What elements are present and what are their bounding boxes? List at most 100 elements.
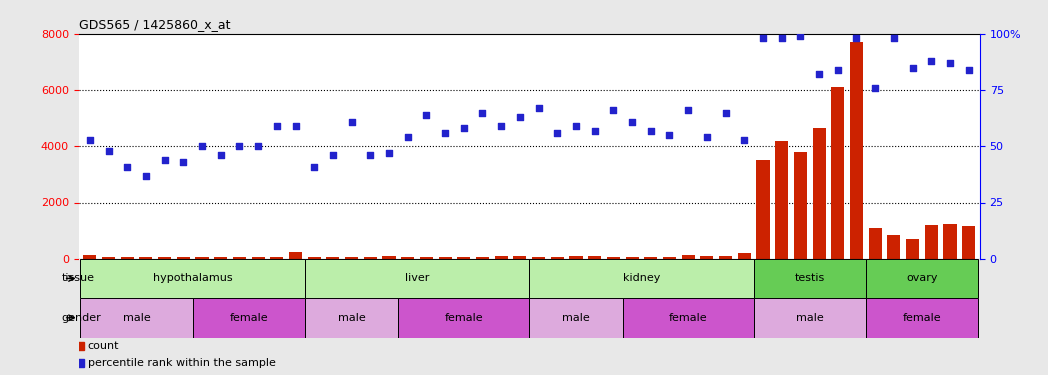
Bar xyxy=(869,228,881,259)
Bar xyxy=(754,259,866,298)
Point xyxy=(175,159,192,165)
Point xyxy=(101,148,117,154)
Point xyxy=(362,152,378,158)
Point xyxy=(642,128,659,134)
Point xyxy=(755,35,771,41)
Text: tissue: tissue xyxy=(62,273,94,284)
Bar xyxy=(907,239,919,259)
Text: count: count xyxy=(88,341,119,351)
Bar xyxy=(866,298,978,338)
Bar xyxy=(305,298,398,338)
Point xyxy=(399,134,416,140)
Point xyxy=(306,164,323,170)
Point xyxy=(680,107,697,113)
Text: ovary: ovary xyxy=(907,273,938,284)
Bar xyxy=(401,257,414,259)
Bar xyxy=(738,253,750,259)
Bar xyxy=(888,235,900,259)
Bar xyxy=(514,256,526,259)
Point xyxy=(605,107,621,113)
Bar xyxy=(663,256,676,259)
Bar xyxy=(383,256,395,259)
Point xyxy=(829,67,846,73)
Bar xyxy=(588,256,602,259)
Text: male: male xyxy=(123,313,151,323)
Point xyxy=(811,71,828,77)
Bar xyxy=(476,256,489,259)
Point xyxy=(736,136,752,142)
Point xyxy=(343,118,359,124)
Point xyxy=(156,157,173,163)
Point xyxy=(287,123,304,129)
Point xyxy=(549,130,566,136)
Point xyxy=(325,152,342,158)
Text: hypothalamus: hypothalamus xyxy=(153,273,233,284)
Point xyxy=(82,136,99,142)
Point xyxy=(867,85,883,91)
Bar xyxy=(626,257,638,259)
Point xyxy=(493,123,509,129)
Bar xyxy=(420,257,433,259)
Bar xyxy=(831,87,845,259)
Point xyxy=(437,130,454,136)
Text: percentile rank within the sample: percentile rank within the sample xyxy=(88,358,276,368)
Bar xyxy=(139,257,152,259)
Point xyxy=(624,118,640,124)
Point xyxy=(137,172,154,178)
Bar xyxy=(305,259,529,298)
Bar xyxy=(270,257,283,259)
Bar xyxy=(776,141,788,259)
Text: female: female xyxy=(230,313,268,323)
Text: GDS565 / 1425860_x_at: GDS565 / 1425860_x_at xyxy=(79,18,231,31)
Bar xyxy=(607,256,620,259)
Bar xyxy=(623,298,754,338)
Point xyxy=(474,110,490,116)
Point xyxy=(960,67,977,73)
Point xyxy=(511,114,528,120)
Point xyxy=(904,64,921,70)
Bar xyxy=(457,257,471,259)
Bar xyxy=(102,256,115,259)
Point xyxy=(586,128,603,134)
Bar xyxy=(645,256,657,259)
Bar xyxy=(81,259,305,298)
Bar xyxy=(551,256,564,259)
Bar xyxy=(83,255,96,259)
Text: female: female xyxy=(444,313,483,323)
Point xyxy=(530,105,547,111)
Point xyxy=(773,35,790,41)
Point xyxy=(380,150,397,156)
Point xyxy=(118,164,135,170)
Bar xyxy=(754,298,866,338)
Text: male: male xyxy=(337,313,366,323)
Bar xyxy=(529,298,623,338)
Bar xyxy=(158,257,171,259)
Text: female: female xyxy=(669,313,707,323)
Point xyxy=(661,132,678,138)
Bar xyxy=(793,152,807,259)
Point xyxy=(923,58,940,64)
Text: male: male xyxy=(562,313,590,323)
Point xyxy=(418,112,435,118)
Bar xyxy=(233,257,246,259)
Text: gender: gender xyxy=(62,313,102,323)
Bar xyxy=(326,257,340,259)
Bar xyxy=(193,298,305,338)
Bar xyxy=(196,257,209,259)
Bar xyxy=(364,257,377,259)
Bar xyxy=(757,160,769,259)
Text: kidney: kidney xyxy=(623,273,660,284)
Point xyxy=(941,60,958,66)
Bar xyxy=(177,257,190,259)
Bar xyxy=(962,226,976,259)
Text: female: female xyxy=(902,313,941,323)
Bar xyxy=(866,259,978,298)
Point xyxy=(249,143,266,149)
Bar xyxy=(700,256,714,259)
Text: liver: liver xyxy=(405,273,430,284)
Point xyxy=(568,123,585,129)
Point xyxy=(848,35,865,41)
Bar xyxy=(289,252,302,259)
Text: male: male xyxy=(795,313,824,323)
Bar xyxy=(438,256,452,259)
